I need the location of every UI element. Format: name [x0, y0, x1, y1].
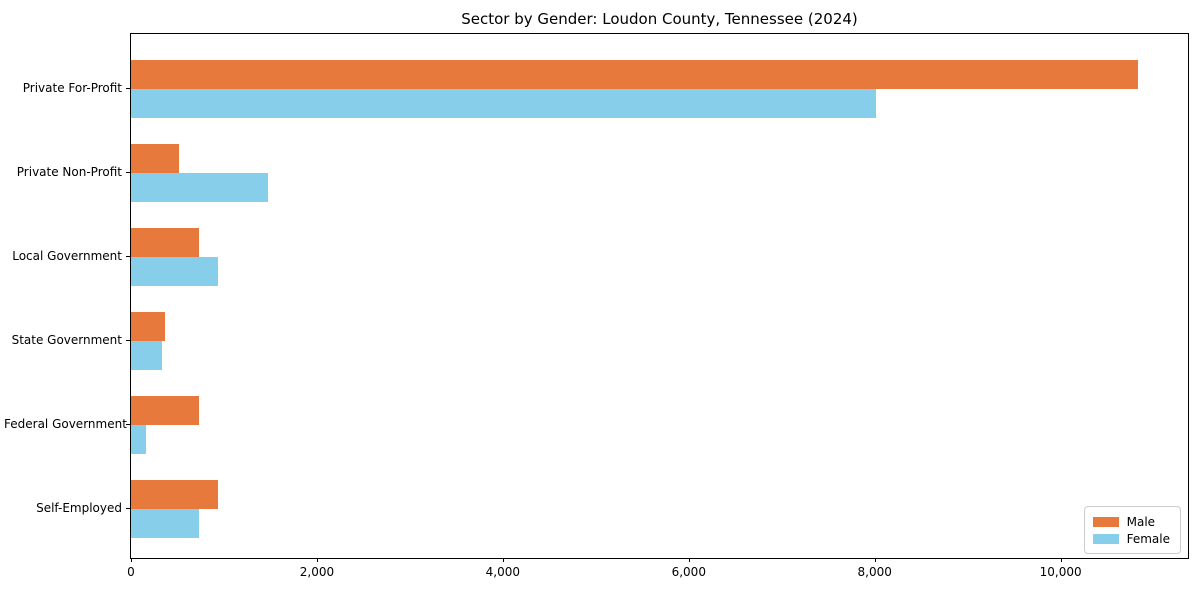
legend: Male Female — [1083, 506, 1181, 554]
x-tick-mark — [502, 558, 504, 562]
x-tick-mark — [131, 558, 132, 562]
y-tick-label: Private Non-Profit — [16, 165, 122, 179]
x-tick-mark — [874, 558, 876, 562]
y-tick-mark — [126, 256, 130, 257]
x-tick-label: 0 — [127, 565, 135, 579]
legend-swatch-female — [1092, 533, 1119, 544]
y-tick-mark — [126, 508, 130, 509]
x-tick-mark — [688, 558, 690, 562]
bar-female-2 — [131, 173, 268, 202]
x-tick-label: 4,000 — [485, 565, 521, 579]
y-tick-label: Local Government — [12, 249, 122, 263]
bar-female-6 — [131, 509, 199, 538]
bar-male-2 — [131, 144, 180, 173]
bar-female-4 — [131, 341, 162, 370]
x-tick-mark — [1060, 558, 1062, 562]
plot-area: Male Female — [130, 33, 1189, 559]
bar-female-5 — [131, 425, 147, 454]
bar-male-3 — [131, 228, 199, 257]
x-tick-label: 2,000 — [299, 565, 335, 579]
bar-female-3 — [131, 257, 219, 286]
y-tick-label: Federal Government — [4, 417, 127, 431]
legend-label-male: Male — [1126, 514, 1156, 529]
x-tick-label: 6,000 — [671, 565, 706, 579]
y-tick-mark — [126, 424, 130, 425]
x-tick-label: 10,000 — [1039, 565, 1082, 579]
legend-item-female: Female — [1092, 530, 1170, 547]
y-tick-mark — [126, 340, 130, 341]
y-tick-label: Private For-Profit — [22, 81, 122, 95]
y-tick-label: State Government — [11, 333, 122, 347]
legend-swatch-male — [1092, 516, 1119, 527]
y-tick-mark — [126, 88, 130, 89]
y-tick-mark — [126, 172, 130, 173]
bar-female-1 — [131, 89, 876, 118]
legend-label-female: Female — [1126, 531, 1170, 546]
legend-item-male: Male — [1092, 513, 1170, 530]
x-tick-label: 8,000 — [857, 565, 892, 579]
bar-male-6 — [131, 480, 218, 509]
bar-male-1 — [131, 60, 1138, 89]
chart-title: Sector by Gender: Loudon County, Tenness… — [461, 10, 858, 28]
bar-male-5 — [131, 396, 199, 425]
bar-male-4 — [131, 312, 166, 341]
y-tick-label: Self-Employed — [36, 501, 122, 515]
x-tick-mark — [316, 558, 318, 562]
